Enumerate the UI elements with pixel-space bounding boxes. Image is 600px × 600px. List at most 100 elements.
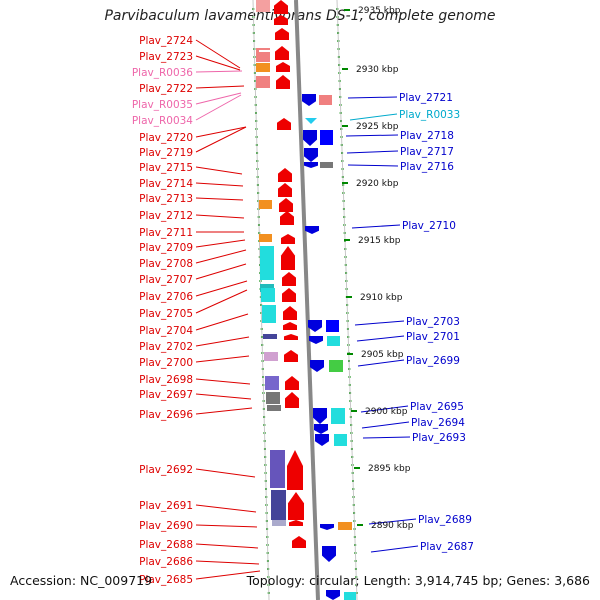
- gene-label-plav-2723: Plav_2723: [139, 51, 193, 63]
- gene-label-plav-2719: Plav_2719: [139, 147, 193, 159]
- gene-label-plav-2716: Plav_2716: [400, 161, 454, 173]
- kbp-label: 2905 kbp: [361, 350, 404, 360]
- leader-line: [362, 436, 411, 439]
- gene-label-plav-2696: Plav_2696: [139, 409, 193, 421]
- gene-arrow-minus: [282, 272, 296, 286]
- gene-arrow-minus: [287, 450, 303, 490]
- gene-block: [259, 234, 272, 242]
- gene-block: [262, 305, 276, 323]
- gene-arrow-plus: [305, 226, 319, 234]
- gene-arrow-minus: [285, 376, 299, 390]
- gene-arrow-minus: [284, 334, 298, 340]
- gene-label-plav-2707: Plav_2707: [139, 274, 193, 286]
- gene-arrow-minus: [283, 322, 297, 330]
- leader-line: [195, 570, 261, 580]
- gene-arrow-minus: [279, 198, 293, 212]
- gene-block: [259, 200, 272, 209]
- gene-arrow-minus: [274, 15, 288, 25]
- kbp-labels: 2935 kbp 2930 kbp 2925 kbp 2920 kbp 2915 kbp…: [342, 6, 414, 531]
- gene-label-plav-2711: Plav_2711: [139, 227, 193, 239]
- leader-line: [360, 405, 409, 413]
- gene-arrow-minus: [284, 350, 298, 362]
- gene-glyphs: [256, 0, 356, 600]
- gene-arrow-plus: [326, 590, 340, 600]
- gene-block: [331, 408, 345, 424]
- gene-arrow-minus: [292, 536, 306, 548]
- gene-arrow-minus: [280, 211, 294, 225]
- gene-block: [329, 360, 343, 372]
- gene-gap: [259, 50, 271, 52]
- gene-label-plav-2701: Plav_2701: [406, 331, 460, 343]
- gene-block: [263, 334, 277, 339]
- gene-labels: Plav_2724 Plav_2723 Plav_R0036 Plav_2722 Pla…: [132, 35, 474, 586]
- gene-block: [256, 63, 270, 72]
- leader-line: [195, 355, 250, 363]
- leader-line: [195, 94, 242, 121]
- leader-line: [349, 113, 398, 121]
- kbp-label: 2925 kbp: [356, 122, 399, 132]
- leader-line: [195, 85, 245, 89]
- gene-arrow-minus: [274, 0, 288, 14]
- gene-label-plav-2724: Plav_2724: [139, 35, 193, 47]
- kbp-label: 2890 kbp: [371, 521, 414, 531]
- leader-line: [195, 313, 249, 331]
- leader-line: [361, 421, 410, 429]
- kbp-tick: [342, 68, 348, 70]
- gene-label-plav-r0033: Plav_R0033: [399, 109, 460, 121]
- leader-line: [347, 164, 399, 167]
- leader-line: [346, 150, 399, 154]
- gene-label-plav-2690: Plav_2690: [139, 520, 193, 532]
- gene-arrow-minus: [281, 234, 295, 244]
- gene-label-plav-2688: Plav_2688: [139, 539, 193, 551]
- gene-block: [344, 592, 356, 600]
- gene-label-plav-2695: Plav_2695: [410, 401, 464, 413]
- leader-line: [195, 182, 244, 187]
- leader-line: [345, 134, 399, 137]
- gene-label-plav-2697: Plav_2697: [139, 389, 193, 401]
- gene-label-plav-2700: Plav_2700: [139, 357, 193, 369]
- gene-label-plav-2706: Plav_2706: [139, 291, 193, 303]
- kbp-label: 2895 kbp: [368, 464, 411, 474]
- leader-line: [195, 504, 257, 513]
- gene-arrow-plus: [309, 336, 323, 344]
- rna-arrow-plus: [305, 118, 317, 124]
- leader-line: [195, 126, 247, 138]
- kbp-tick: [346, 296, 352, 298]
- gene-label-plav-2702: Plav_2702: [139, 341, 193, 353]
- gene-arrow-plus: [315, 434, 329, 446]
- leader-line: [357, 359, 405, 367]
- gene-label-plav-2694: Plav_2694: [411, 417, 465, 429]
- gene-block: [256, 0, 270, 12]
- gene-label-plav-2693: Plav_2693: [412, 432, 466, 444]
- gene-arrow-minus: [281, 246, 295, 270]
- gene-label-plav-2689: Plav_2689: [418, 514, 472, 526]
- gene-block: [264, 352, 278, 361]
- gene-block: [260, 246, 274, 280]
- gene-arrow-plus: [308, 320, 322, 332]
- gene-block: [320, 162, 333, 168]
- gene-label-plav-2687: Plav_2687: [420, 541, 474, 553]
- leader-line: [195, 468, 256, 478]
- gene-label-plav-2713: Plav_2713: [139, 193, 193, 205]
- kbp-label: 2915 kbp: [358, 236, 401, 246]
- gene-label-plav-2705: Plav_2705: [139, 308, 193, 320]
- gene-label-plav-r0034: Plav_R0034: [132, 115, 193, 127]
- gene-block: [326, 320, 339, 332]
- gene-arrow-minus: [283, 306, 297, 320]
- kbp-tick: [344, 9, 350, 11]
- kbp-tick: [342, 125, 348, 127]
- gene-arrow-minus: [282, 288, 296, 302]
- gene-arrow-minus: [275, 46, 289, 60]
- gene-block: [261, 288, 275, 302]
- label-leaders: [195, 39, 419, 580]
- gene-block: [266, 392, 280, 404]
- gene-arrow-plus: [304, 148, 318, 162]
- leader-line: [195, 336, 250, 347]
- leader-line: [351, 224, 401, 229]
- leader-line: [195, 393, 252, 400]
- gene-label-plav-2721: Plav_2721: [399, 92, 453, 104]
- gene-label-plav-2703: Plav_2703: [406, 316, 460, 328]
- kbp-label: 2935 kbp: [358, 6, 401, 16]
- gene-label-plav-2709: Plav_2709: [139, 242, 193, 254]
